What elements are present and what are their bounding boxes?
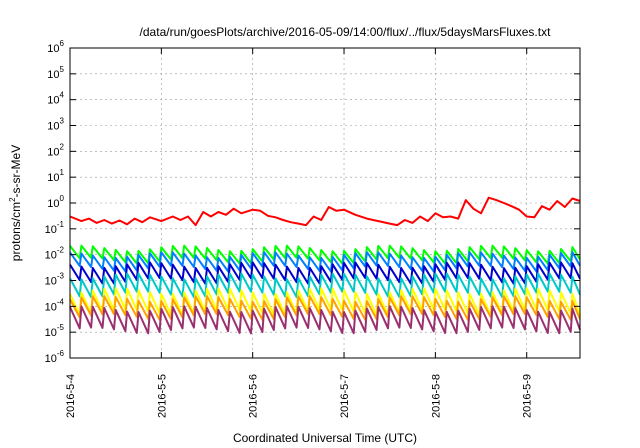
x-axis-label: Coordinated Universal Time (UTC) — [233, 431, 417, 445]
x-tick-label: 2016-5-9 — [522, 374, 534, 418]
series-group — [69, 196, 581, 335]
y-axis-label-superscript: 2 — [8, 197, 17, 202]
y-tick-label: 10-1 — [45, 220, 65, 236]
chart-title: /data/run/goesPlots/archive/2016-05-09/1… — [140, 25, 552, 39]
series-line-8 — [69, 305, 581, 335]
x-tick-label: 2016-5-7 — [339, 374, 351, 418]
series-line-5 — [69, 272, 581, 299]
y-axis: 10-6 10-5 10-4 10-3 10-2 10-1 100 101 102 103 104 1… — [45, 39, 580, 365]
x-tick-label: 2016-5-6 — [248, 374, 260, 418]
y-tick-label: 102 — [47, 142, 64, 158]
x-tick-label: 2016-5-8 — [430, 374, 442, 418]
y-tick-label: 106 — [47, 39, 64, 55]
x-tick-label: 2016-5-4 — [65, 374, 77, 418]
y-tick-label: 10-5 — [45, 323, 65, 339]
y-axis-label: protons/cm2-s-sr-MeV — [8, 145, 23, 261]
x-tick-label: 2016-5-5 — [156, 374, 168, 418]
y-tick-label: 103 — [47, 117, 64, 133]
y-tick-label: 10-4 — [45, 297, 65, 313]
series-line-1 — [69, 196, 581, 227]
y-tick-label: 10-6 — [45, 349, 65, 365]
series-line-2 — [69, 244, 581, 265]
series-line-3 — [69, 251, 581, 273]
series-line-7 — [69, 295, 581, 321]
y-tick-label: 10-3 — [45, 272, 65, 288]
y-axis-label-suffix: -s-sr-MeV — [9, 145, 23, 198]
grid — [70, 48, 580, 358]
y-tick-label: 104 — [47, 91, 64, 107]
series-line-4 — [69, 261, 581, 285]
y-tick-label: 101 — [47, 168, 64, 184]
y-tick-label: 105 — [47, 65, 64, 81]
y-axis-label-prefix: protons/cm — [9, 202, 23, 261]
y-tick-label: 10-2 — [45, 246, 65, 262]
x-axis: 2016-5-4 2016-5-5 2016-5-6 2016-5-7 2016-5-8… — [65, 48, 534, 418]
y-tick-label: 100 — [47, 194, 64, 210]
series-line-6 — [69, 287, 581, 317]
